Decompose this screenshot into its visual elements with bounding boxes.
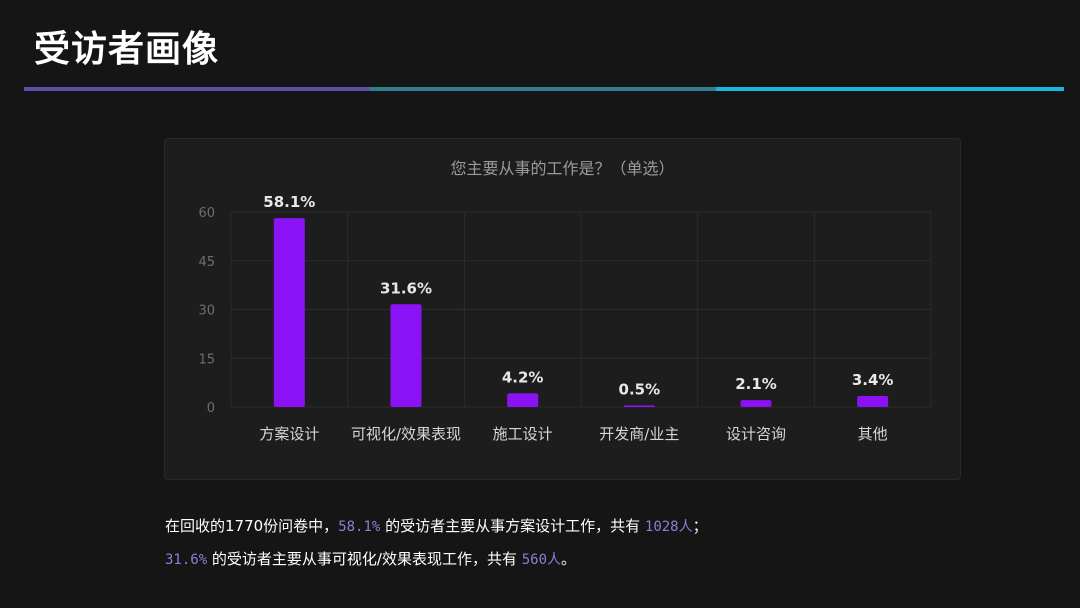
divider-segment-2 [370, 87, 716, 91]
x-tick-label: 其他 [858, 425, 888, 443]
data-label: 0.5% [619, 380, 661, 398]
caption-percent: 31.6% [165, 552, 208, 568]
caption-text: 在回收的1770份问卷中， [165, 517, 339, 535]
caption-percent: 58.1% [338, 519, 381, 535]
bar [390, 304, 422, 407]
caption-count: 560人 [521, 552, 562, 568]
page-title: 受访者画像 [34, 29, 220, 70]
bar [273, 218, 305, 407]
chart-title: 您主要从事的工作是？（单选） [450, 159, 675, 178]
caption-text: 。 [561, 550, 577, 568]
bar [857, 395, 889, 407]
bar [740, 400, 772, 407]
x-tick-label: 可视化/效果表现 [351, 425, 461, 443]
data-label: 31.6% [380, 279, 432, 297]
caption-text: 的受访者主要从事可视化/效果表现工作，共有 [207, 550, 522, 568]
caption-line-2: 31.6% 的受访者主要从事可视化/效果表现工作，共有 560人。 [165, 548, 576, 569]
data-label: 58.1% [263, 193, 315, 211]
chart-card: 您主要从事的工作是？（单选） 0 15 30 45 60 58.1% 方案设计 31.6% 可视… [164, 138, 961, 480]
caption-count: 1028人 [644, 519, 693, 535]
x-tick-label: 设计咨询 [726, 425, 786, 443]
x-tick-label: 施工设计 [493, 425, 553, 443]
data-label: 2.1% [735, 375, 777, 393]
y-tick-label: 30 [198, 304, 215, 319]
data-label: 4.2% [502, 368, 544, 386]
caption-text: 的受访者主要从事方案设计工作，共有 [380, 517, 645, 535]
y-tick-label: 45 [198, 255, 215, 270]
divider-segment-1 [24, 87, 370, 91]
x-tick-label: 开发商/业主 [599, 425, 679, 443]
divider-segment-3 [716, 87, 1064, 91]
bar [623, 405, 655, 407]
caption-text: ； [692, 517, 708, 535]
y-tick-label: 0 [207, 401, 215, 416]
y-tick-label: 15 [198, 352, 215, 367]
data-label: 3.4% [852, 371, 894, 389]
caption-line-1: 在回收的1770份问卷中，58.1% 的受访者主要从事方案设计工作，共有 102… [165, 515, 708, 536]
bar-chart: 0 15 30 45 60 58.1% 方案设计 31.6% 可视化/效果表现 4.2% 施工设计 0… [198, 193, 932, 443]
y-tick-label: 60 [198, 206, 215, 221]
title-divider [24, 87, 1064, 91]
x-tick-label: 方案设计 [259, 425, 319, 443]
bar [507, 393, 539, 407]
